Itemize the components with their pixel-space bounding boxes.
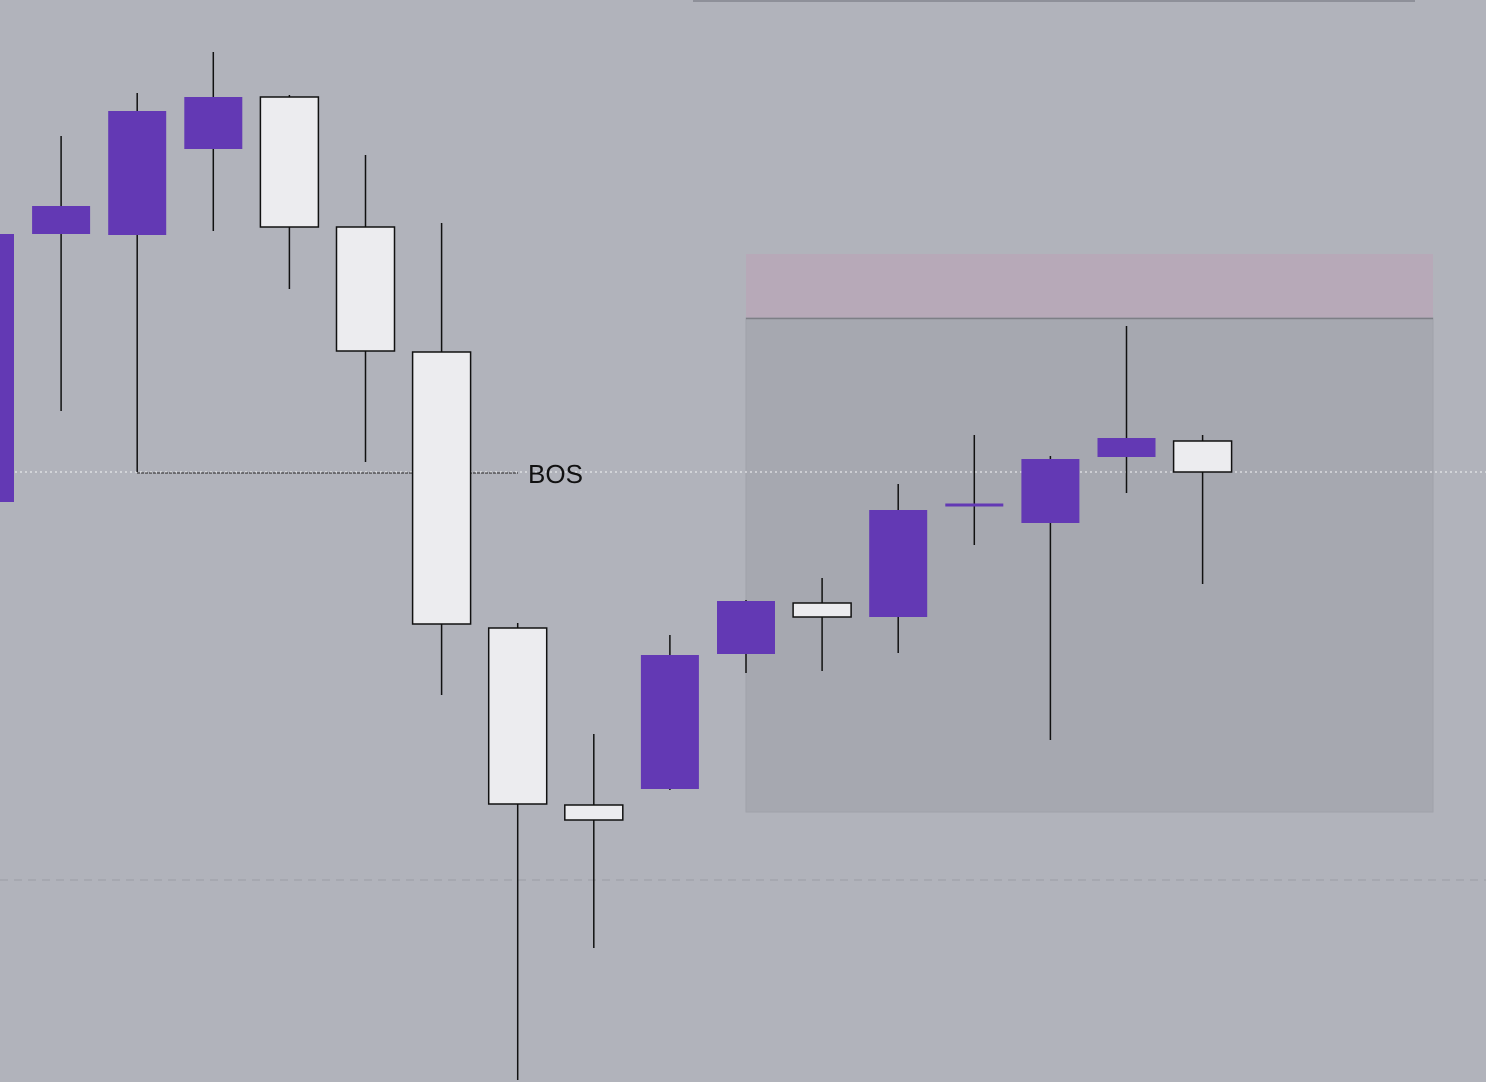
candle-body	[184, 97, 243, 149]
candle-body	[869, 510, 928, 617]
top-bar	[693, 0, 1415, 2]
candle-body	[945, 503, 1004, 507]
candle-body	[0, 234, 14, 502]
candle-body	[1097, 438, 1156, 457]
candle-body	[108, 111, 167, 235]
candle-body	[1021, 459, 1080, 523]
candle-body	[1172, 440, 1233, 473]
candle-body	[792, 602, 852, 618]
range-zone	[745, 317, 1434, 813]
candle-body	[487, 627, 548, 805]
candle-body	[564, 804, 624, 821]
candle-body	[717, 601, 775, 654]
candle-body	[335, 226, 396, 352]
candle-body	[259, 96, 320, 228]
supply-zone	[746, 254, 1433, 318]
candle-body	[411, 351, 472, 625]
bos-label: BOS	[528, 459, 583, 489]
candle-body	[32, 206, 91, 234]
candle-body	[640, 655, 699, 789]
